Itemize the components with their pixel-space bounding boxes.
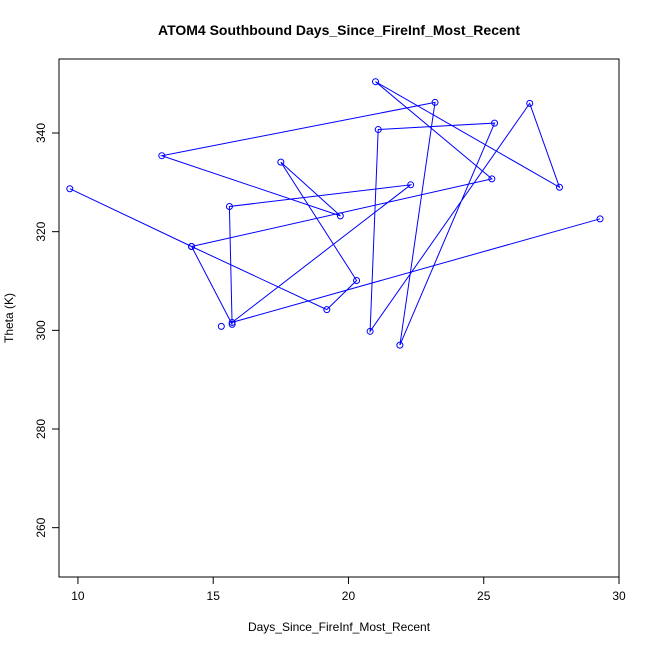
data-point xyxy=(336,212,344,220)
data-point xyxy=(217,322,225,330)
data-point xyxy=(407,181,415,189)
y-axis: 260 280 300 320 340 xyxy=(34,123,60,538)
data-point xyxy=(277,158,285,166)
y-axis-label: Theta (K) xyxy=(2,293,16,343)
data-point xyxy=(491,119,499,127)
x-tick-label: 10 xyxy=(71,589,85,603)
y-tick-label: 300 xyxy=(34,320,48,340)
x-tick-label: 30 xyxy=(612,589,626,603)
data-point xyxy=(228,318,236,326)
x-axis-label: Days_Since_FireInf_Most_Recent xyxy=(248,620,431,634)
data-point xyxy=(488,175,496,183)
x-axis: 10 15 20 25 30 xyxy=(71,576,626,603)
x-tick-label: 20 xyxy=(342,589,356,603)
plot-frame xyxy=(58,58,620,578)
data-point xyxy=(396,341,404,349)
data-point xyxy=(353,277,361,285)
data-point xyxy=(188,242,196,250)
y-tick-label: 280 xyxy=(34,419,48,439)
x-tick-label: 15 xyxy=(207,589,221,603)
data-point xyxy=(555,183,563,191)
data-point xyxy=(228,320,236,328)
data-point xyxy=(372,78,380,86)
y-tick-label: 320 xyxy=(34,221,48,241)
series-line xyxy=(69,81,601,346)
chart-title: ATOM4 Southbound Days_Since_FireInf_Most… xyxy=(158,22,520,38)
plot-area xyxy=(66,78,604,349)
data-point xyxy=(158,152,166,160)
x-tick-label: 25 xyxy=(477,589,491,603)
data-point xyxy=(596,215,604,223)
data-point xyxy=(374,126,382,134)
data-point xyxy=(225,203,233,211)
data-point xyxy=(526,99,534,107)
data-point xyxy=(431,98,439,106)
y-tick-label: 260 xyxy=(34,517,48,537)
y-tick-label: 340 xyxy=(34,123,48,143)
data-point xyxy=(323,306,331,314)
data-point xyxy=(366,327,374,335)
data-point xyxy=(66,185,74,193)
